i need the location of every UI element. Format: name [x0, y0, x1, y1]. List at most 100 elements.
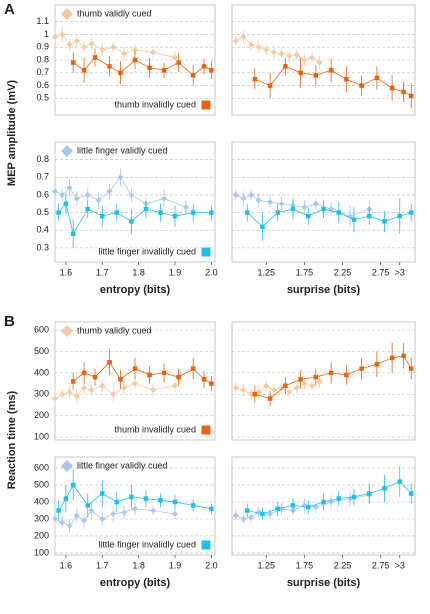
diamond-marker	[99, 382, 106, 389]
diamond-marker	[150, 49, 157, 56]
diamond-marker	[110, 510, 117, 517]
diamond-marker	[95, 197, 102, 204]
diamond-marker	[121, 509, 128, 516]
square-marker	[209, 506, 214, 512]
x-tick-label: 1.8	[132, 267, 145, 277]
diamond-marker	[255, 389, 262, 396]
diamond-marker	[232, 37, 239, 44]
square-marker	[260, 511, 265, 517]
diamond-marker	[81, 44, 88, 51]
diamond-marker	[66, 522, 73, 529]
square-marker	[260, 224, 265, 229]
y-tick-label: 1	[44, 29, 49, 39]
square-marker	[176, 60, 181, 65]
square-marker	[336, 496, 341, 501]
diamond-marker	[73, 393, 80, 400]
diamond-marker	[293, 384, 300, 391]
x-tick-label: 2.75	[372, 267, 390, 277]
square-marker	[70, 482, 76, 488]
diamond-marker	[132, 505, 138, 512]
square-marker	[100, 491, 105, 496]
square-marker	[107, 359, 112, 365]
square-marker	[190, 73, 196, 78]
diamond-marker	[73, 195, 80, 202]
square-marker	[408, 366, 414, 371]
x-tick-label: 1.75	[296, 560, 314, 570]
x-tick-label: 1.25	[258, 560, 276, 570]
diamond-marker	[263, 382, 270, 389]
diamond-marker	[59, 519, 66, 526]
diamond-marker	[312, 200, 319, 207]
diamond-marker	[66, 389, 73, 396]
square-marker	[351, 494, 357, 500]
y-tick-label: 0.9	[36, 42, 49, 52]
square-marker	[143, 206, 149, 212]
square-marker	[70, 231, 76, 237]
square-marker	[56, 210, 61, 215]
square-marker	[298, 377, 303, 382]
square-marker	[118, 377, 123, 382]
diamond-marker	[52, 395, 58, 402]
y-axis-label: MEP amplitude (mV)	[6, 80, 18, 186]
x-tick-label: 1.9	[169, 267, 182, 277]
y-tick-label: 0.7	[36, 172, 49, 182]
y-tick-label: 400	[34, 496, 49, 506]
diamond-marker	[240, 386, 247, 393]
square-marker	[397, 479, 402, 484]
diamond-marker	[309, 382, 316, 389]
square-marker	[283, 64, 288, 69]
square-marker	[313, 374, 319, 380]
square-marker	[267, 396, 273, 401]
series-line	[254, 355, 412, 399]
x-tick-label: 1.6	[60, 560, 73, 570]
square-marker	[132, 366, 138, 371]
square-marker	[313, 73, 319, 78]
square-marker	[245, 508, 250, 513]
legend-label: thumb invalidly cued	[114, 99, 196, 109]
diamond-marker	[81, 384, 88, 391]
legend-label: little finger validly cued	[77, 145, 168, 155]
square-marker	[85, 206, 90, 212]
square-marker	[408, 93, 414, 99]
diamond-marker	[99, 515, 106, 522]
square-marker	[344, 76, 349, 82]
square-marker	[81, 67, 87, 73]
y-tick-label: 0.6	[36, 189, 49, 199]
square-marker	[132, 57, 138, 63]
square-marker	[397, 213, 402, 219]
diamond-marker	[309, 54, 316, 61]
diamond-marker	[99, 46, 106, 53]
square-marker	[92, 374, 98, 380]
diamond-marker	[59, 191, 66, 198]
square-marker	[56, 508, 61, 513]
diamond-marker	[248, 391, 255, 398]
square-marker	[107, 64, 112, 69]
square-marker	[389, 85, 395, 91]
plot-frame	[54, 321, 216, 441]
legend-label: little finger validly cued	[77, 460, 168, 470]
square-marker	[306, 213, 311, 219]
square-marker	[158, 210, 163, 215]
legend-label: little finger invalidly cued	[98, 246, 196, 256]
square-marker	[367, 491, 372, 496]
diamond-marker	[240, 195, 247, 202]
square-marker	[374, 362, 380, 367]
legend-marker	[201, 247, 211, 257]
diamond-marker	[263, 46, 270, 53]
square-marker	[63, 201, 69, 207]
diamond-marker	[312, 504, 319, 511]
plot-frame	[231, 456, 416, 556]
square-marker	[290, 503, 296, 508]
legend-marker	[201, 100, 211, 110]
square-marker	[321, 499, 326, 505]
diamond-marker	[270, 49, 277, 56]
square-marker	[190, 503, 196, 508]
series-line	[246, 208, 412, 228]
diamond-marker	[52, 33, 58, 40]
x-tick-label: 1.25	[258, 267, 276, 277]
square-marker	[298, 70, 303, 76]
x-tick-label: 2.25	[334, 267, 352, 277]
square-marker	[70, 60, 76, 65]
diamond-marker	[248, 514, 255, 521]
